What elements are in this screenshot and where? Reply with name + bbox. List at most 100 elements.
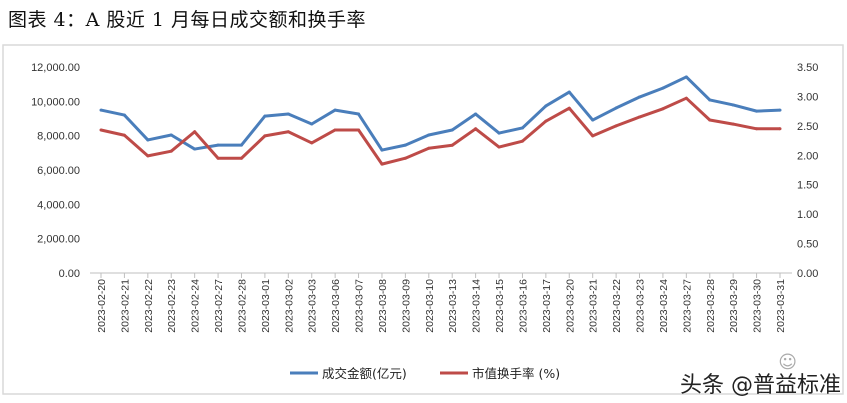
data-point xyxy=(286,112,290,116)
x-tick-label: 2023-02-22 xyxy=(143,279,155,333)
data-point xyxy=(778,108,782,112)
data-point xyxy=(497,145,501,149)
data-point xyxy=(544,104,548,108)
x-tick-label: 2023-02-28 xyxy=(236,279,248,333)
data-point xyxy=(450,128,454,132)
data-point xyxy=(567,106,571,110)
data-point xyxy=(497,131,501,135)
data-point xyxy=(684,96,688,100)
data-point xyxy=(146,154,150,158)
y-right-tick-label: 2.50 xyxy=(797,121,818,133)
y-right-tick-label: 3.00 xyxy=(797,91,818,103)
data-point xyxy=(708,98,712,102)
data-point xyxy=(333,108,337,112)
data-point xyxy=(450,143,454,147)
x-tick-label: 2023-03-10 xyxy=(424,279,436,333)
data-point xyxy=(427,146,431,150)
watermark-logo: ☺ xyxy=(778,352,797,373)
x-tick-label: 2023-03-13 xyxy=(447,279,459,333)
data-point xyxy=(731,103,735,107)
y-left-tick-label: 6,000.00 xyxy=(37,165,80,177)
data-point xyxy=(661,107,665,111)
x-tick-label: 2023-03-27 xyxy=(681,279,693,333)
x-tick-label: 2023-03-15 xyxy=(494,279,506,333)
legend-label: 市值换手率 (%) xyxy=(472,366,560,381)
data-point xyxy=(708,118,712,122)
x-tick-label: 2023-03-30 xyxy=(752,279,764,333)
data-point xyxy=(263,114,267,118)
data-point xyxy=(520,139,524,143)
data-point xyxy=(661,86,665,90)
data-point xyxy=(403,156,407,160)
data-point xyxy=(731,122,735,126)
data-point xyxy=(403,143,407,147)
data-point xyxy=(146,138,150,142)
data-point xyxy=(122,113,126,117)
x-tick-label: 2023-02-27 xyxy=(213,279,225,333)
data-point xyxy=(239,156,243,160)
x-tick-label: 2023-03-31 xyxy=(775,279,787,333)
x-tick-label: 2023-03-17 xyxy=(541,279,553,333)
chart-frame xyxy=(2,44,844,395)
x-tick-label: 2023-02-23 xyxy=(166,279,178,333)
data-point xyxy=(614,106,618,110)
series-line-2 xyxy=(100,96,780,166)
x-tick-label: 2023-03-20 xyxy=(564,279,576,333)
y-left-tick-label: 12,000.00 xyxy=(31,62,80,74)
data-point xyxy=(357,112,361,116)
data-point xyxy=(427,133,431,137)
x-tick-label: 2023-03-07 xyxy=(354,279,366,333)
x-tick-label: 2023-02-24 xyxy=(190,279,202,333)
x-tick-label: 2023-03-09 xyxy=(400,279,412,333)
x-tick-label: 2023-03-28 xyxy=(705,279,717,333)
x-tick-label: 2023-03-03 xyxy=(307,279,319,333)
y-right-tick-label: 1.50 xyxy=(797,180,818,192)
data-point xyxy=(591,134,595,138)
data-point xyxy=(169,149,173,153)
watermark: 头条 @普益标准 xyxy=(680,373,841,398)
data-point xyxy=(263,134,267,138)
y-right-tick-label: 2.00 xyxy=(797,150,818,162)
data-point xyxy=(333,128,337,132)
data-point xyxy=(638,95,642,99)
data-point xyxy=(99,128,103,132)
x-tick-label: 2023-03-23 xyxy=(635,279,647,333)
series-line-1 xyxy=(100,75,781,152)
data-point xyxy=(286,130,290,134)
y-left-tick-label: 2,000.00 xyxy=(37,234,80,246)
x-tick-label: 2023-03-29 xyxy=(728,279,740,333)
data-point xyxy=(169,133,173,137)
data-point xyxy=(216,156,220,160)
y-right-tick-label: 0.00 xyxy=(797,268,818,280)
data-point xyxy=(310,122,314,126)
data-point xyxy=(778,127,782,131)
data-point xyxy=(474,112,478,116)
x-tick-label: 2023-02-21 xyxy=(119,279,131,333)
x-tick-label: 2023-03-24 xyxy=(658,279,670,333)
data-point xyxy=(591,118,595,122)
legend-label: 成交金额(亿元) xyxy=(322,366,407,381)
data-point xyxy=(239,143,243,147)
x-tick-label: 2023-03-21 xyxy=(588,279,600,333)
data-point xyxy=(638,115,642,119)
data-point xyxy=(357,128,361,132)
x-tick-label: 2023-03-06 xyxy=(330,279,342,333)
y-left-tick-label: 10,000.00 xyxy=(31,96,80,108)
data-point xyxy=(474,127,478,131)
data-point xyxy=(99,108,103,112)
figure-title: 图表 4：A 股近 1 月每日成交额和换手率 xyxy=(8,9,367,31)
y-right-tick-label: 1.00 xyxy=(797,209,818,221)
x-tick-label: 2023-03-01 xyxy=(260,279,272,333)
data-point xyxy=(310,141,314,145)
data-point xyxy=(380,148,384,152)
data-point xyxy=(567,90,571,94)
y-right-tick-label: 0.50 xyxy=(797,239,818,251)
data-point xyxy=(684,75,688,79)
y-left-tick-label: 8,000.00 xyxy=(37,131,80,143)
x-tick-label: 2023-03-02 xyxy=(283,279,295,333)
data-point xyxy=(755,127,759,131)
data-point xyxy=(216,143,220,147)
data-point xyxy=(755,109,759,113)
data-point xyxy=(544,119,548,123)
